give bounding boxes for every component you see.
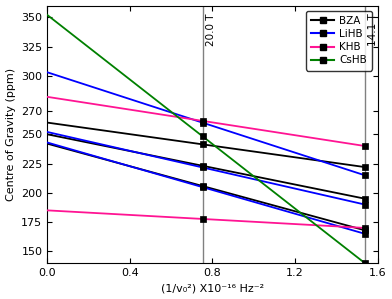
Legend: BZA, LiHB, KHB, CsHB: BZA, LiHB, KHB, CsHB <box>306 11 372 71</box>
Text: 20.0 T: 20.0 T <box>206 14 216 46</box>
X-axis label: (1/v₀²) X10⁻¹⁶ Hz⁻²: (1/v₀²) X10⁻¹⁶ Hz⁻² <box>161 283 264 293</box>
Text: 14.1 T: 14.1 T <box>368 14 378 47</box>
Y-axis label: Centre of Gravity (ppm): Centre of Gravity (ppm) <box>5 68 16 201</box>
